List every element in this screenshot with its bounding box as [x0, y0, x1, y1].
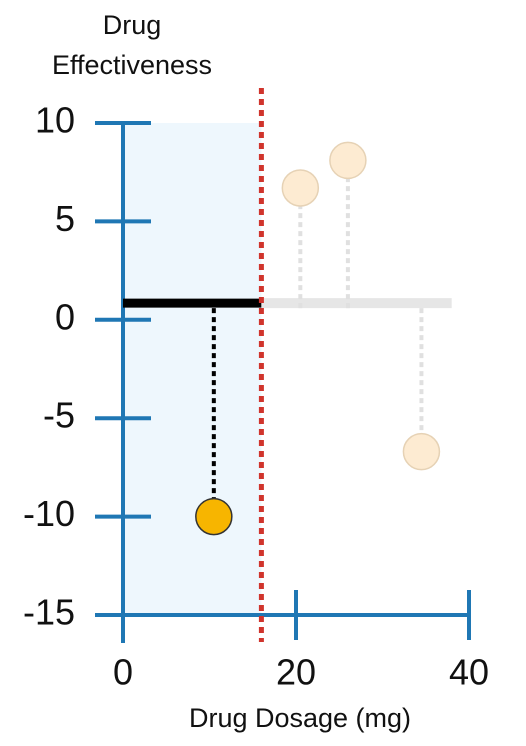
x-tick-label: 40 [449, 652, 489, 693]
y-tick-label: -5 [43, 395, 75, 436]
point [402, 432, 441, 471]
x-tick-label: 0 [113, 652, 133, 693]
y-tick-label: 0 [55, 296, 75, 337]
y-tick-label: -10 [23, 493, 75, 534]
point [195, 497, 233, 536]
shaded-region [123, 123, 262, 615]
y-axis-title: Drug [103, 10, 162, 40]
point [329, 141, 367, 180]
y-tick-label: 5 [55, 198, 75, 239]
y-axis-title: Effectiveness [52, 50, 212, 80]
x-axis-title: Drug Dosage (mg) [189, 703, 411, 733]
y-tick-label: -15 [23, 592, 75, 633]
y-tick-label: 10 [35, 100, 75, 141]
x-tick-label: 20 [276, 652, 316, 693]
point [281, 169, 320, 207]
